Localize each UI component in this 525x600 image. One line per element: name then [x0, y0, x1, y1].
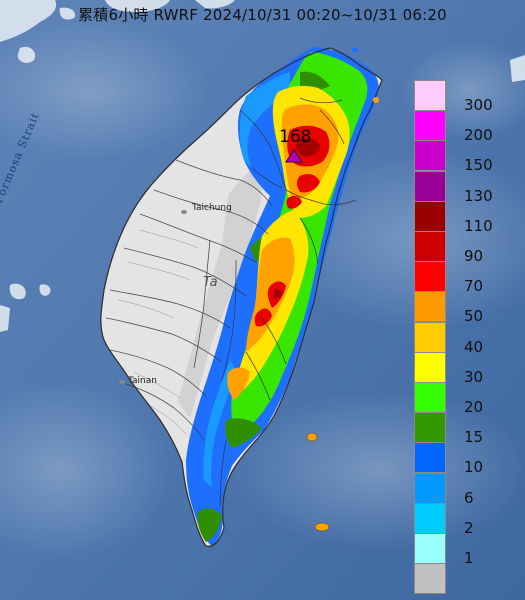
legend-label: 300	[464, 96, 493, 114]
rain-band-lightblue-2	[203, 360, 236, 488]
county-boundaries	[105, 97, 357, 507]
legend-label: 70	[464, 277, 484, 296]
legend-swatch	[414, 110, 446, 142]
rain-band-orange-south	[227, 367, 250, 400]
region-label-ta: Ta	[203, 275, 218, 290]
legend-swatch	[414, 261, 446, 293]
legend-label: 40	[464, 337, 484, 356]
city-label-taichung: Taichung	[192, 203, 232, 213]
legend-label: 10	[464, 458, 484, 477]
legend-label: 150	[464, 156, 493, 175]
legend-swatch	[414, 140, 446, 172]
max-rainfall-value: 168	[279, 127, 312, 147]
legend-label: 110	[464, 216, 493, 235]
rain-band-darkred	[274, 138, 320, 299]
legend-swatch	[414, 533, 446, 564]
legend-swatch	[414, 412, 446, 444]
legend-swatch	[414, 231, 446, 262]
small-islands	[119, 48, 379, 532]
legend-swatch	[414, 351, 446, 383]
legend-swatch	[414, 563, 446, 595]
city-label-tainan: Tainan	[128, 376, 157, 386]
legend-label: 130	[464, 186, 493, 205]
legend-swatch	[414, 170, 446, 202]
terrain-shading	[178, 160, 262, 418]
white-cloud-patches	[0, 0, 525, 332]
map-title: 累積6小時 RWRF 2024/10/31 00:20~10/31 06:20	[78, 6, 447, 24]
legend-swatch	[414, 80, 446, 111]
legend-label: 200	[464, 126, 493, 145]
legend-swatch	[414, 382, 446, 413]
legend-label: 90	[464, 247, 484, 265]
legend-swatch	[414, 472, 446, 504]
rivers	[117, 229, 199, 435]
legend-label: 30	[464, 367, 484, 386]
taiwan-coastline	[100, 47, 383, 547]
legend-swatch	[414, 291, 446, 323]
legend-label: 2	[464, 518, 474, 537]
legend-label: 50	[464, 307, 484, 326]
legend-label: 20	[464, 398, 484, 416]
legend-label: 6	[464, 488, 474, 507]
legend-label: 15	[464, 428, 484, 447]
legend-swatch	[414, 321, 446, 353]
legend-swatch	[414, 200, 446, 232]
max-rainfall-marker	[285, 149, 303, 163]
legend-swatch	[414, 502, 446, 534]
legend-label: 1	[464, 549, 474, 567]
legend-swatch	[414, 442, 446, 474]
